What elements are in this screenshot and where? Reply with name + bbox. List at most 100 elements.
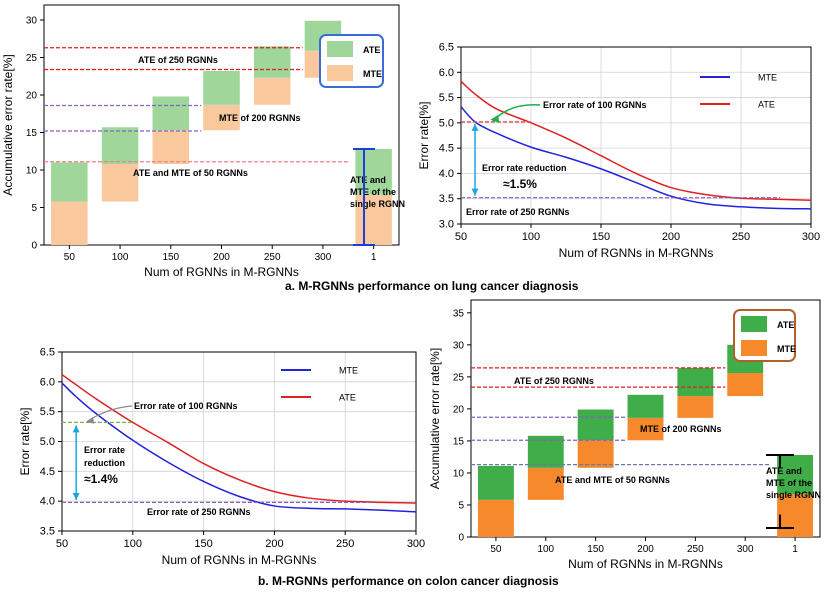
- chart-1-xtick-label: 200: [662, 231, 680, 243]
- chart-0-bar-ate: [355, 149, 392, 195]
- chart-0-ytick-label: 15: [26, 128, 38, 139]
- chart-1-xlabel: Num of RGNNs in M-RGNNs: [559, 246, 714, 260]
- chart-3-annotation: MTE of the: [766, 478, 812, 488]
- chart-3-xtick-label: 1: [792, 544, 798, 555]
- chart-3-annotation: ATE and MTE of 50 RGNNs: [555, 475, 670, 485]
- chart-3-xtick-label: 250: [687, 544, 704, 555]
- chart-0-bar-ate: [101, 127, 139, 164]
- chart-0-xtick-label: 1: [371, 252, 377, 263]
- chart-1-xtick-label: 100: [522, 231, 540, 243]
- chart-3-bar-ate: [577, 409, 614, 441]
- chart-3-ytick-label: 10: [453, 468, 465, 479]
- chart-3-bar-mte: [627, 417, 664, 441]
- chart-2-reduction-arrow-tail: [72, 425, 80, 433]
- chart-0-legend-label: MTE: [363, 69, 382, 79]
- chart-1-legend-label: ATE: [758, 100, 775, 110]
- chart-3-ylabel: Accumulative error rate[%]: [428, 348, 442, 489]
- chart-3-bar-mte: [527, 467, 564, 500]
- chart-2-legend-label: MTE: [339, 366, 358, 376]
- chart-0-bar-mte: [51, 201, 88, 245]
- chart-3-legend-label: ATE: [777, 320, 794, 330]
- chart-3-bar-ate: [527, 435, 564, 468]
- chart-2-ylabel: Error rate[%]: [18, 407, 32, 475]
- chart-0-bar-mte: [152, 130, 190, 164]
- chart-3-xtick-label: 200: [637, 544, 654, 555]
- chart-1-reduction-arrow-tail: [471, 123, 479, 131]
- chart-2-xtick-label: 150: [194, 538, 212, 550]
- chart-2-ytick-label: 4.0: [40, 496, 55, 508]
- chart-1-xtick-label: 50: [455, 231, 467, 243]
- chart-0-bar-ate: [253, 46, 291, 78]
- chart-3-bar-mte: [677, 396, 714, 418]
- caption-b: b. M-RGNNs performance on colon cancer d…: [258, 574, 559, 588]
- chart-3-legend-swatch: [741, 316, 767, 332]
- chart-1-arrow-head: [490, 114, 500, 123]
- chart-2-annotation: ≈1.4%: [84, 472, 118, 486]
- chart-0-bar-ate: [203, 71, 240, 105]
- chart-0-xtick-label: 100: [112, 252, 129, 263]
- chart-3-ytick-label: 25: [453, 372, 465, 383]
- chart-2-ytick-label: 5.5: [40, 406, 55, 418]
- chart-1-annotation: Error rate of 100 RGNNs: [543, 100, 647, 110]
- chart-1-xtick-label: 300: [802, 231, 820, 243]
- chart-3-xtick-label: 100: [537, 544, 554, 555]
- chart-0-xlabel: Num of RGNNs in M-RGNNs: [144, 265, 299, 279]
- chart-0-ytick-label: 10: [26, 166, 38, 177]
- chart-0-ytick-label: 0: [31, 241, 37, 252]
- chart-1-ytick-label: 6.0: [439, 67, 454, 79]
- chart-0-annotation: ATE and: [350, 175, 386, 185]
- chart-1-frame: [460, 46, 812, 225]
- chart-2-xtick-label: 100: [124, 538, 142, 550]
- chart-2-arrow-head: [86, 416, 95, 424]
- chart-1-line-mte: [460, 106, 812, 210]
- chart-3-xtick-label: 50: [490, 544, 502, 555]
- chart-3-xtick-label: 150: [587, 544, 604, 555]
- chart-2-frame: [61, 351, 417, 532]
- chart-2-annotation: Error rate of 100 RGNNs: [134, 401, 238, 411]
- chart-3-annotation: ATE of 250 RGNNs: [514, 376, 594, 386]
- chart-3-ytick-label: 20: [453, 404, 465, 415]
- chart-2-ytick-label: 5.0: [40, 436, 55, 448]
- chart-1-annotation: Error rate of 250 RGNNs: [466, 207, 570, 217]
- chart-2-reduction-arrow-head: [72, 492, 80, 500]
- chart-2-legend-label: ATE: [339, 393, 356, 403]
- chart-0-ytick-label: 20: [26, 91, 38, 102]
- chart-0-xtick-label: 300: [315, 252, 332, 263]
- chart-3-ytick-label: 5: [458, 500, 464, 511]
- chart-0-ytick-label: 30: [26, 16, 38, 27]
- chart-0-annotation: single RGNN: [350, 199, 405, 209]
- chart-0-legend-label: ATE: [363, 45, 380, 55]
- chart-1-xtick-label: 250: [732, 231, 750, 243]
- chart-1-ytick-label: 4.0: [439, 168, 454, 180]
- chart-2-xtick-label: 200: [265, 538, 283, 550]
- chart-3-bar-ate: [677, 367, 714, 397]
- chart-2-ytick-label: 6.5: [40, 347, 55, 359]
- chart-0-ytick-label: 25: [26, 53, 38, 64]
- chart-1-arrow: [492, 104, 541, 122]
- chart-1-ytick-label: 5.0: [439, 117, 454, 129]
- chart-1-reduction-arrow-head: [471, 188, 479, 196]
- chart-3-xtick-label: 300: [737, 544, 754, 555]
- chart-2-xtick-label: 250: [336, 538, 354, 550]
- chart-0-bar-ate: [152, 96, 190, 131]
- chart-1-ytick-label: 5.5: [439, 92, 454, 104]
- chart-3-legend-swatch: [741, 340, 767, 356]
- chart-0-bar-mte: [355, 194, 392, 245]
- chart-2-ytick-label: 3.5: [40, 526, 55, 538]
- chart-2-xtick-label: 50: [56, 538, 68, 550]
- chart-1-ylabel: Error rate[%]: [417, 101, 431, 169]
- chart-3-bar-ate: [777, 455, 814, 495]
- chart-3-bar-ate: [627, 394, 664, 418]
- chart-1-annotation: ≈1.5%: [503, 177, 537, 191]
- chart-2-ytick-label: 6.0: [40, 376, 55, 388]
- chart-1-annotation: Error rate reduction: [482, 163, 567, 173]
- chart-0-xtick-label: 150: [162, 252, 179, 263]
- chart-3-ytick-label: 15: [453, 436, 465, 447]
- chart-3-legend-label: MTE: [777, 344, 796, 354]
- chart-3-bar-mte: [727, 373, 764, 397]
- chart-0-bar-ate: [51, 162, 88, 202]
- chart-2-ytick-label: 4.5: [40, 466, 55, 478]
- chart-3-bar-mte: [477, 499, 514, 537]
- chart-0-bar-mte: [203, 104, 240, 131]
